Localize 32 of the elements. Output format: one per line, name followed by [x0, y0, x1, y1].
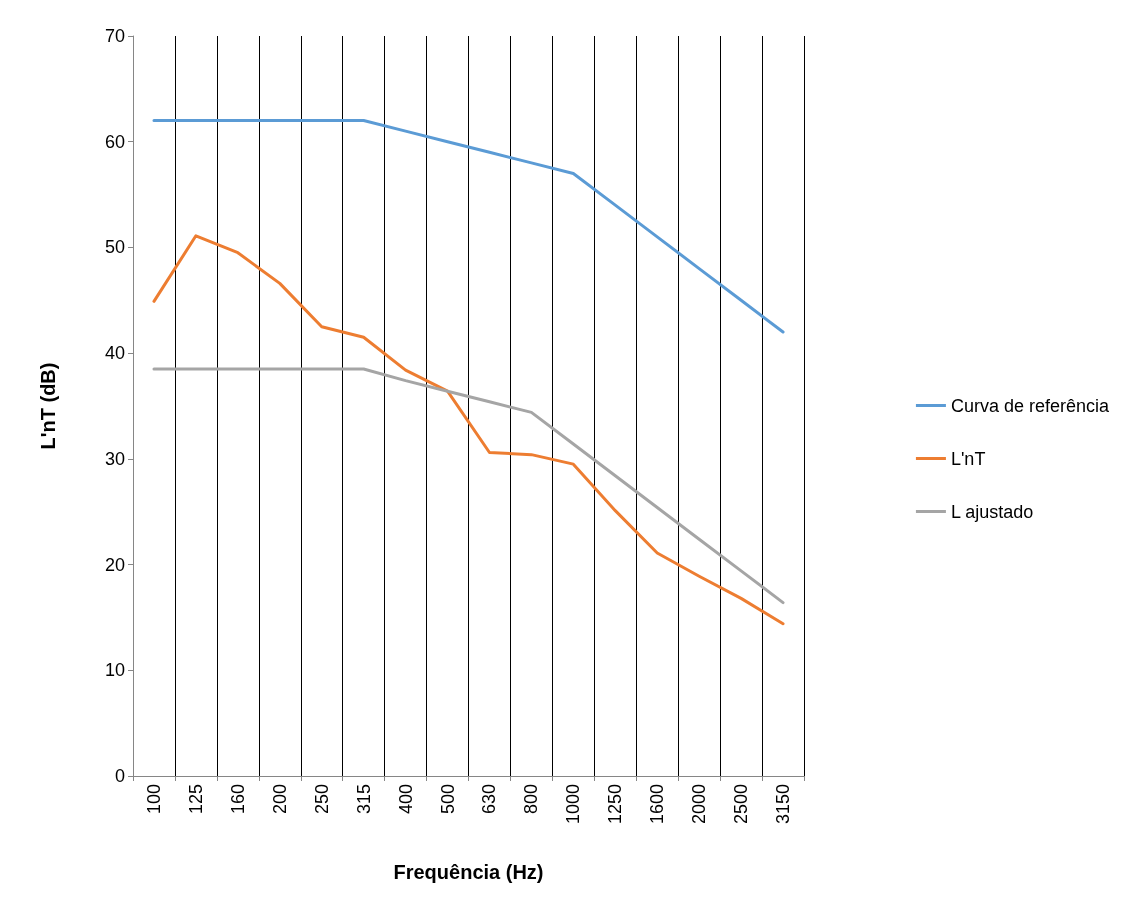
- x-tick-label: 500: [437, 784, 458, 815]
- y-tick-label: 20: [104, 554, 125, 575]
- line-series: [152, 119, 785, 334]
- x-tick-label: 125: [185, 784, 206, 815]
- y-tick-label: 70: [104, 26, 125, 46]
- x-tick-label: 800: [521, 784, 542, 815]
- y-tick-label: 30: [104, 448, 125, 469]
- x-tick-label: 1000: [563, 784, 584, 825]
- x-tick-label: 1600: [647, 784, 668, 825]
- x-tick-label: 315: [353, 784, 374, 815]
- x-tick-label: 250: [311, 784, 332, 815]
- x-axis-title: Frequência (Hz): [393, 861, 544, 883]
- line-series: [152, 367, 785, 605]
- line-series: [152, 234, 785, 626]
- x-tick-label: 3150: [773, 784, 794, 825]
- x-tick-label: 630: [479, 784, 500, 815]
- x-tick-label: 160: [227, 784, 248, 815]
- x-tick-label: 2500: [731, 784, 752, 825]
- y-tick-label: 10: [104, 660, 125, 681]
- x-tick-label: 200: [269, 784, 290, 815]
- y-axis-title: L'nT (dB): [37, 362, 59, 450]
- x-tick-label: 1250: [605, 784, 626, 825]
- x-tick-label: 100: [143, 784, 164, 815]
- x-tick-label: 2000: [689, 784, 710, 825]
- legend-label: Curva de referência: [950, 395, 1110, 416]
- legend-label: L'nT: [950, 448, 986, 469]
- y-tick-label: 0: [114, 766, 125, 786]
- x-tick-label: 400: [395, 784, 416, 815]
- y-tick-label: 40: [104, 343, 125, 364]
- y-tick-label: 60: [104, 131, 125, 152]
- y-tick-label: 50: [104, 237, 125, 258]
- legend-label: L ajustado: [950, 501, 1034, 522]
